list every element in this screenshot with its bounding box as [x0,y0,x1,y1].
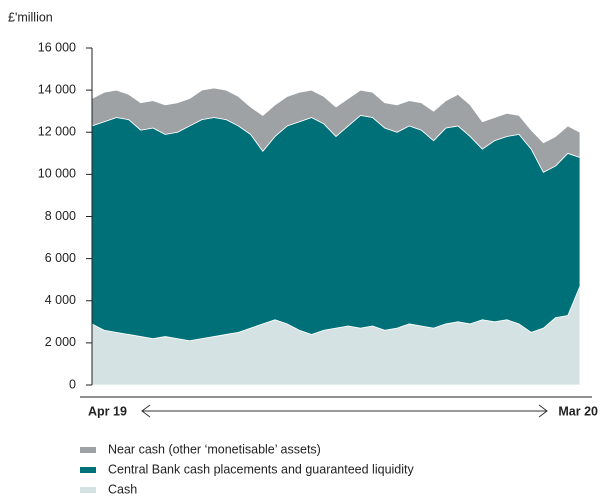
x-tick-label: Mar 20 [558,404,598,418]
y-tick-label: 2 000 [45,335,76,349]
legend-label: Cash [108,482,137,496]
y-tick-label: 4 000 [45,293,76,307]
y-tick-label: 14 000 [38,82,76,96]
area [91,87,581,173]
y-tick-label: 12 000 [38,125,76,139]
legend-swatch [80,447,96,453]
y-tick-label: 10 000 [38,167,76,181]
y-tick-label: 6 000 [45,251,76,265]
legend-swatch [80,487,96,493]
legend-swatch [80,467,96,473]
x-tick-label: Apr 19 [88,404,127,418]
y-tick-label: 8 000 [45,209,76,223]
y-tick-label: 16 000 [38,40,76,54]
area [91,115,581,342]
y-axis-label: £'million [8,10,53,24]
date-arrow [141,404,548,418]
y-tick-label: 0 [69,377,76,391]
legend-label: Central Bank cash placements and guarant… [108,462,414,476]
legend-label: Near cash (other ‘monetisable’ assets) [108,442,321,456]
